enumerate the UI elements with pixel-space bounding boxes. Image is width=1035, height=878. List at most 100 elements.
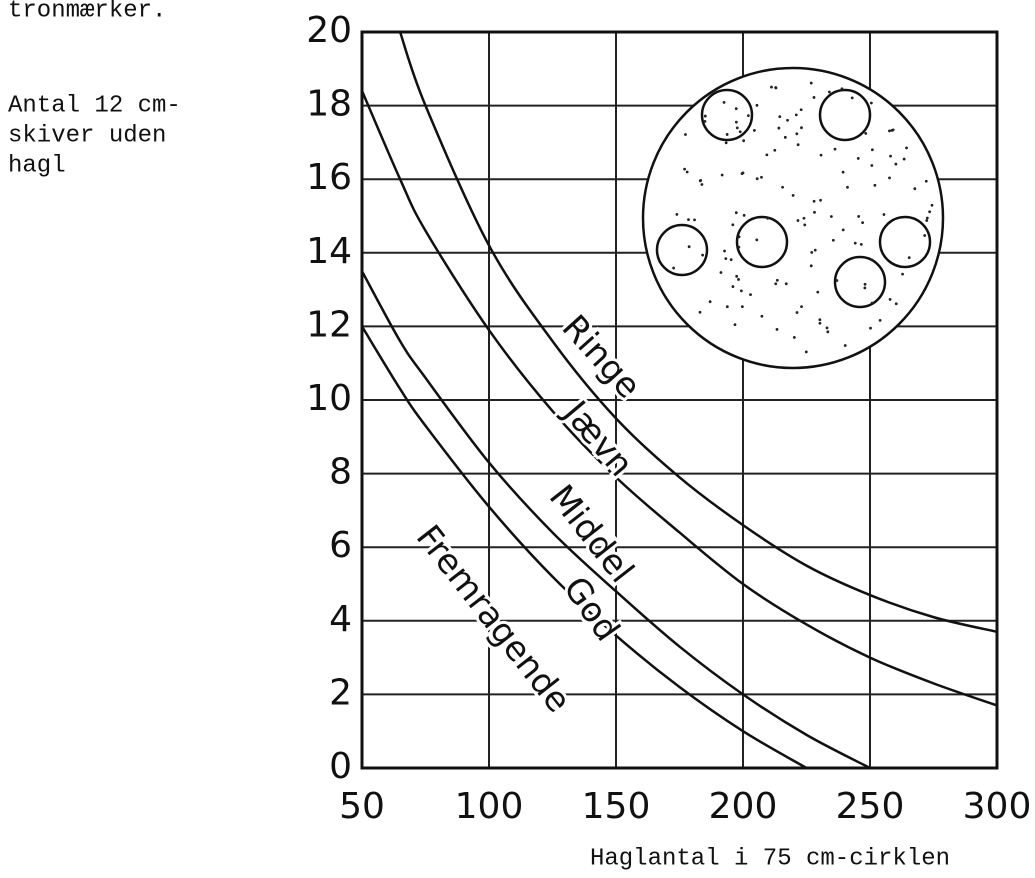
curve xyxy=(360,325,808,770)
target-dot xyxy=(786,118,789,122)
target-dot xyxy=(869,326,872,330)
target-dot xyxy=(888,298,892,301)
y-tick-label: 6 xyxy=(329,525,352,566)
target-dot xyxy=(925,219,929,222)
target-dot xyxy=(752,128,756,132)
target-dot xyxy=(778,115,782,119)
target-dot xyxy=(725,305,729,309)
target-dot xyxy=(873,183,877,187)
target-dot xyxy=(774,282,778,286)
target-dot xyxy=(742,213,746,217)
y-tick-label: 0 xyxy=(329,746,352,787)
target-dot xyxy=(687,245,691,249)
target-dot xyxy=(818,318,822,322)
target-dot xyxy=(923,234,927,237)
target-dot xyxy=(846,185,849,189)
target-dot xyxy=(777,126,781,130)
y-tick-label: 14 xyxy=(306,231,352,272)
x-tick-label: 300 xyxy=(963,786,1032,827)
target-disc xyxy=(735,215,789,269)
y-tick-label: 2 xyxy=(329,672,352,713)
target-dot xyxy=(737,278,740,281)
x-axis-label: Haglantal i 75 cm-cirklen xyxy=(590,845,950,872)
target-dot xyxy=(773,148,777,152)
target-dot xyxy=(672,266,676,270)
target-dot xyxy=(878,318,882,322)
target-dot xyxy=(804,350,808,354)
target-dot xyxy=(765,153,769,157)
target-dot xyxy=(870,301,874,305)
target-dot xyxy=(684,133,687,136)
target-disc xyxy=(655,223,709,277)
target-dot xyxy=(675,212,679,216)
target-dot xyxy=(700,183,704,186)
target-dot xyxy=(812,96,816,99)
target-dot xyxy=(850,96,854,100)
curve xyxy=(360,270,871,770)
target-dot xyxy=(760,175,763,179)
target-dot xyxy=(734,107,738,111)
target-dot xyxy=(766,216,770,220)
x-tick-label: 150 xyxy=(582,786,651,827)
target-dot xyxy=(755,238,759,242)
target-dot xyxy=(812,199,816,203)
target-dot xyxy=(795,132,799,136)
target-dot xyxy=(708,300,712,304)
target-dot xyxy=(783,135,787,139)
target-dot xyxy=(902,157,906,161)
target-dot xyxy=(796,219,800,222)
target-dot xyxy=(760,314,764,318)
target-dot xyxy=(724,141,728,145)
side-text: Antal 12 cm- xyxy=(8,92,181,119)
target-disc xyxy=(700,88,754,142)
target-dot xyxy=(870,164,874,167)
target-dot xyxy=(826,330,830,334)
target-dot xyxy=(859,242,863,246)
target-dot xyxy=(870,258,874,262)
target-dot xyxy=(794,113,798,117)
target-dot xyxy=(733,323,737,327)
target-dot xyxy=(894,162,898,166)
curve xyxy=(398,31,998,634)
target-dot xyxy=(819,198,822,202)
target-dot xyxy=(739,289,743,293)
target-dot xyxy=(841,170,845,174)
target-dot xyxy=(792,336,796,339)
target-dot xyxy=(693,218,696,222)
target-dot xyxy=(853,241,857,245)
target-dot xyxy=(720,173,724,177)
target-dot xyxy=(722,100,726,104)
target-dot xyxy=(775,328,779,331)
target-dot xyxy=(928,210,932,214)
target-dot xyxy=(907,256,911,260)
target-dot xyxy=(723,249,726,253)
target-dot xyxy=(803,223,807,227)
target-dot xyxy=(731,223,735,227)
target-dot xyxy=(800,126,803,130)
target-dot xyxy=(731,285,735,288)
target-dot xyxy=(925,216,929,220)
target-dot xyxy=(724,257,728,261)
target-dot xyxy=(701,253,705,257)
y-tick-label: 8 xyxy=(329,452,352,493)
target-dot xyxy=(687,218,690,222)
curve xyxy=(360,90,998,707)
target-dot xyxy=(863,282,867,286)
target-dot xyxy=(888,176,891,180)
target-dot xyxy=(930,203,934,207)
region-label: Ringe xyxy=(554,308,649,407)
target-dot xyxy=(861,221,865,224)
target-dot xyxy=(901,272,904,276)
target-dot xyxy=(734,120,738,124)
target-dot xyxy=(749,293,752,296)
target-dot xyxy=(802,216,806,220)
x-tick-label: 50 xyxy=(339,786,385,827)
target-dot xyxy=(735,126,739,130)
y-tick-label: 12 xyxy=(306,304,352,345)
target-dot xyxy=(816,290,820,294)
target-dot xyxy=(924,179,928,183)
x-tick-label: 200 xyxy=(709,786,778,827)
target-dot xyxy=(833,147,837,151)
target-dot xyxy=(863,286,867,290)
target-dot xyxy=(719,271,723,274)
